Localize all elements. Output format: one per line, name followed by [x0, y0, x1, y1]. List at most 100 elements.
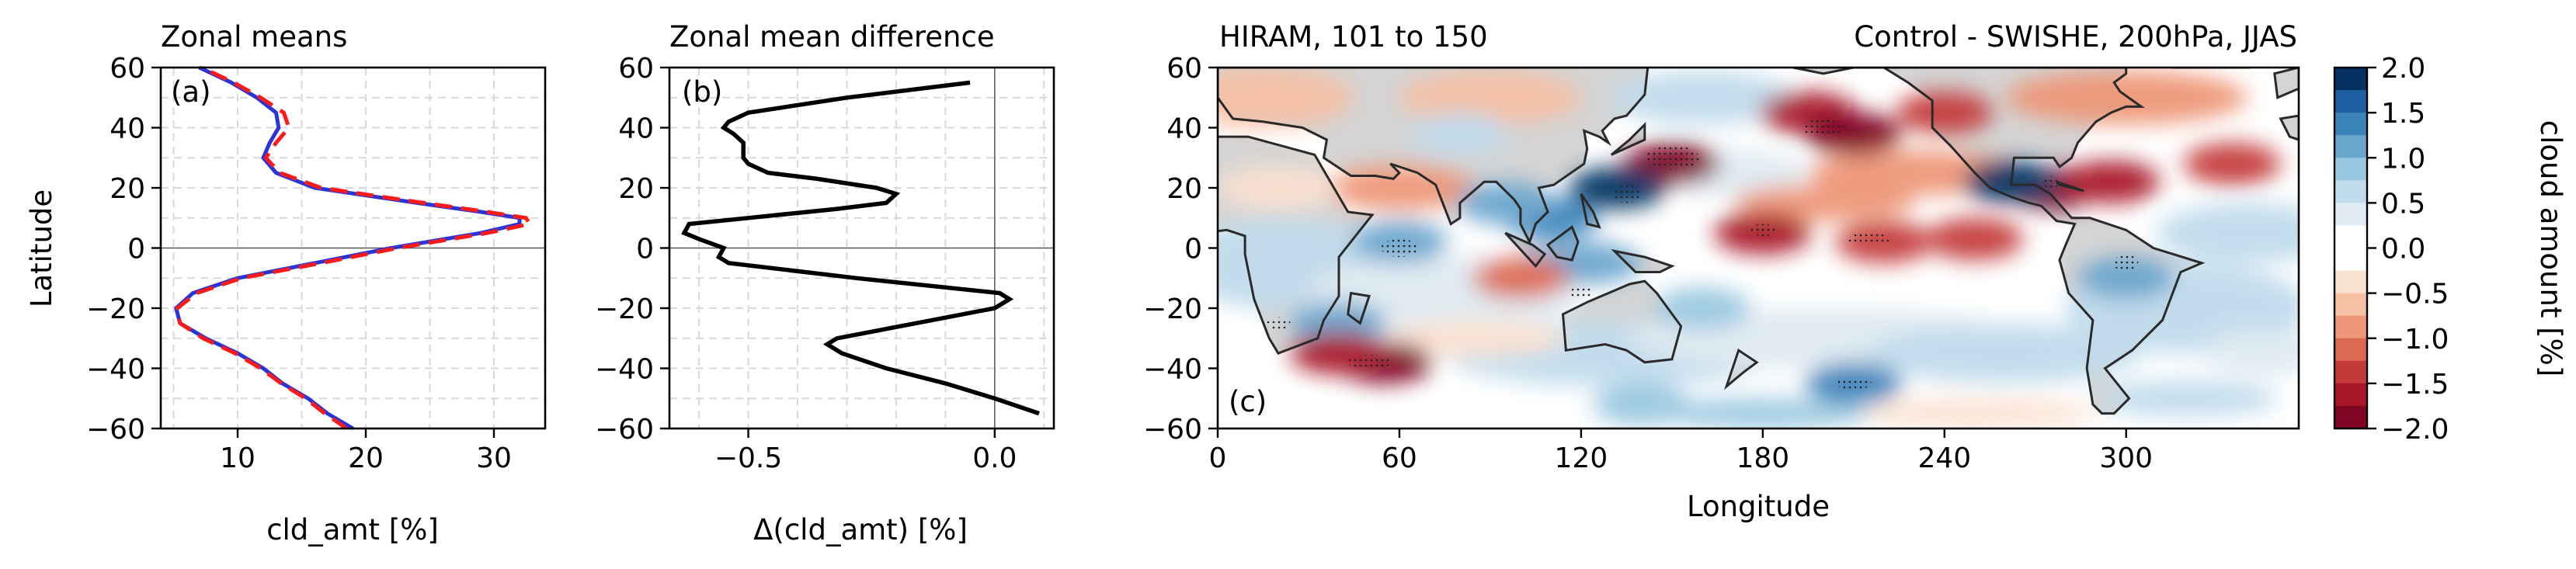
panel-c-ytick-label: 40	[1166, 113, 1202, 145]
panel-a-xtick-label: 20	[348, 442, 384, 474]
panel-b-ytick-label: 0	[636, 234, 654, 265]
panel-b-ytick-label: 40	[618, 113, 654, 145]
panel-c-ytick-label: 20	[1166, 173, 1202, 205]
colorbar-cell	[2334, 293, 2367, 317]
panel-a-xtick-label: 30	[476, 442, 512, 474]
panel-a: 10 20 30 60 40 20 0 −20 −40 −60 Zonal means (a) c…	[25, 20, 547, 546]
panel-a-ytick-label: 60	[110, 53, 145, 85]
coastline	[1610, 121, 1646, 156]
colorbar-tick-label: −0.5	[2381, 279, 2449, 311]
colorbar-cell	[2334, 405, 2367, 429]
panel-c-title-left: HIRAM, 101 to 150	[1219, 20, 1488, 54]
coastline	[1611, 248, 1675, 273]
anomaly-region	[1656, 398, 1869, 428]
panel-c-ytick-label: 0	[1184, 234, 1202, 265]
anomaly-feature	[1472, 257, 1570, 300]
panel-c-ytick-label: −60	[1143, 414, 1202, 446]
panel-b-zero-lines	[669, 68, 1054, 428]
anomaly-region	[1611, 70, 1793, 125]
stipple-region	[1381, 238, 1418, 258]
panel-c-xtick-label: 120	[1555, 442, 1608, 474]
colorbar-tick-label: 2.0	[2381, 53, 2425, 85]
panel-c-xtick-label: 180	[1736, 442, 1789, 474]
panel-a-ylabel: Latitude	[25, 189, 58, 307]
panel-a-label: (a)	[171, 75, 211, 109]
coastline	[2171, 68, 2251, 69]
anomaly-region	[1218, 165, 1339, 211]
colorbar-tick-label: 1.5	[2381, 98, 2425, 130]
coastline	[1218, 68, 1650, 245]
coastline	[1347, 291, 1371, 325]
panel-a-ytick-label: 20	[110, 173, 145, 205]
colorbar-label: cloud amount [%]	[2534, 120, 2567, 377]
coastline	[1580, 193, 1601, 229]
panel-c-significance-stippling	[1266, 118, 2139, 390]
coastline	[2273, 68, 2299, 99]
panel-b-ticks: −0.5 0.0 60 40 20 0 −20 −40 −60	[595, 53, 1017, 474]
colorbar-cell	[2334, 203, 2367, 226]
coastline	[1218, 135, 1375, 355]
panel-b-grid	[669, 68, 1054, 428]
panel-b-xtick-label: −0.5	[714, 442, 782, 474]
panel-c-xtick-label: 240	[1917, 442, 1971, 474]
coastline	[1724, 348, 1759, 390]
anomaly-region	[1218, 68, 1354, 128]
colorbar-cell	[2334, 315, 2367, 339]
colorbar-tick-label: −2.0	[2381, 414, 2449, 446]
anomaly-feature	[1896, 92, 1994, 134]
panel-b-series	[681, 80, 1040, 416]
panel-c-label: (c)	[1229, 385, 1267, 418]
anomaly-feature	[2062, 161, 2160, 203]
colorbar-cell	[2334, 90, 2367, 113]
colorbar-cell	[2334, 248, 2367, 272]
panel-b-xtick-label: 0.0	[972, 442, 1017, 474]
stipple-region	[1569, 286, 1594, 300]
coastline	[2279, 114, 2299, 141]
colorbar-tick-label: 0.0	[2381, 234, 2425, 265]
panel-a-ytick-label: −20	[86, 293, 145, 325]
panel-c-map	[1218, 53, 2299, 428]
colorbar-tick-label: −1.5	[2381, 369, 2449, 401]
panel-a-ytick-label: 0	[127, 234, 145, 265]
panel-a-ticks: 10 20 30 60 40 20 0 −20 −40 −60	[86, 53, 512, 474]
anomaly-feature	[1593, 383, 1691, 426]
colorbar-tick-label: −1.0	[2381, 324, 2449, 356]
panel-b-label: (b)	[682, 75, 722, 109]
colorbar-cell	[2334, 180, 2367, 203]
colorbar-tick-label: 0.5	[2381, 188, 2425, 220]
stipple-region	[1835, 377, 1872, 390]
anomaly-region	[1732, 185, 1914, 221]
colorbar-cell	[2334, 383, 2367, 407]
anomaly-feature	[2077, 257, 2175, 300]
panel-c-ytick-label: −20	[1143, 293, 1202, 325]
panel-a-xtick-label: 10	[220, 442, 256, 474]
panel-c-coastlines	[1218, 68, 2299, 415]
colorbar-cell	[2334, 113, 2367, 136]
anomaly-region	[2202, 331, 2299, 376]
panel-c: 0 60 120 180 240 300 60 40 20 0 −20 −40 −60 HIRAM, 1…	[1143, 20, 2300, 523]
stipple-region	[2041, 175, 2060, 188]
land-mass	[2171, 53, 2247, 68]
anomaly-region	[1869, 323, 2142, 383]
panel-b-xlabel: Δ(cld_amt) [%]	[753, 513, 968, 546]
anomaly-region	[1853, 398, 2096, 428]
panel-c-ytick-label: −40	[1143, 354, 1202, 386]
colorbar-ticks: 2.0 1.5 1.0 0.5 0.0 −0.5 −1.0 −1.5 −2.0	[2367, 53, 2449, 446]
coastline	[1545, 225, 1580, 262]
land-mass	[2280, 116, 2299, 140]
panel-c-ticks: 0 60 120 180 240 300 60 40 20 0 −20 −40 −60	[1143, 53, 2153, 474]
colorbar-cell	[2334, 270, 2367, 294]
anomaly-region	[2095, 380, 2278, 417]
anomaly-feature	[1653, 286, 1751, 330]
colorbar-cell	[2334, 338, 2367, 362]
panel-a-ytick-label: −60	[86, 414, 145, 446]
colorbar-tick-label: 1.0	[2381, 143, 2425, 175]
panel-b-ytick-label: 20	[618, 173, 654, 205]
panel-c-ytick-label: 60	[1166, 53, 1202, 85]
panel-c-xlabel: Longitude	[1687, 490, 1830, 523]
coastline	[1792, 68, 2206, 415]
anomaly-feature	[1457, 182, 1554, 224]
colorbar-cell	[2334, 68, 2367, 91]
panel-a-title: Zonal means	[161, 20, 347, 54]
